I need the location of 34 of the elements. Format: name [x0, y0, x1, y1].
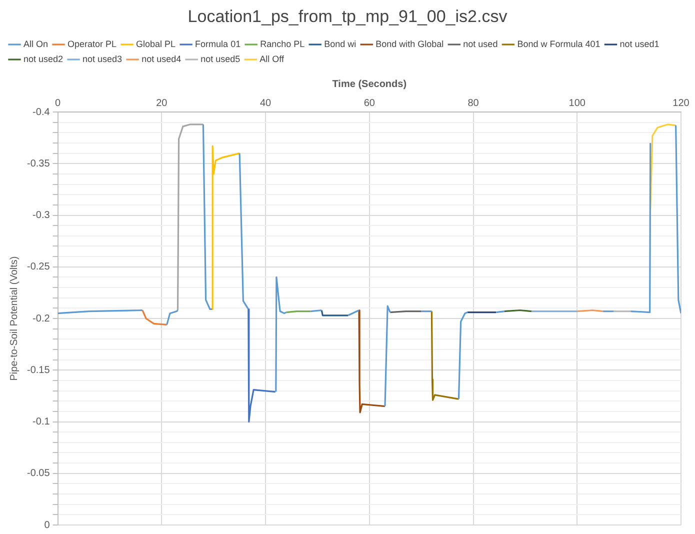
y-tick-label: 0: [44, 520, 50, 531]
x-tick-label: 80: [468, 98, 480, 109]
y-tick-label: -0.2: [32, 313, 50, 324]
chart-title: Location1_ps_from_tp_mp_91_00_is2.csv: [186, 6, 508, 28]
legend-label: Operator PL: [68, 38, 117, 49]
y-axis-title: Pipe-to-Soil Potential (Volts): [8, 256, 20, 381]
legend-label: not used4: [142, 54, 182, 64]
legend-label: not used2: [24, 54, 64, 64]
legend-label: Formula 01: [195, 38, 241, 49]
legend-label: All Off: [260, 54, 284, 64]
y-tick-label: -0.35: [26, 158, 50, 170]
legend-label: not used: [463, 38, 498, 49]
x-axis-title: Time (Seconds): [332, 78, 407, 90]
legend-label: Global PL: [136, 38, 176, 49]
x-tick-label: 120: [672, 98, 690, 109]
x-tick-label: 60: [364, 98, 376, 109]
legend-label: Rancho PL: [260, 38, 305, 49]
y-tick-label: -0.4: [32, 106, 50, 118]
legend-label: not used3: [82, 54, 122, 64]
x-tick-label: 20: [156, 98, 168, 109]
legend-label: not used1: [620, 38, 660, 49]
x-tick-label: 40: [260, 98, 272, 109]
legend-label: Bond wi: [324, 38, 356, 49]
y-tick-label: -0.1: [32, 416, 50, 428]
legend-label: Bond w Formula 401: [517, 38, 600, 49]
legend-label: Bond with Global: [376, 38, 444, 49]
y-tick-label: -0.3: [32, 210, 50, 221]
y-tick-label: -0.25: [26, 262, 50, 273]
y-tick-label: -0.15: [26, 364, 50, 376]
y-tick-label: -0.05: [26, 468, 50, 480]
x-tick-label: 0: [55, 98, 62, 109]
legend-label: not used5: [200, 54, 240, 64]
x-tick-label: 100: [568, 98, 586, 109]
legend-label: All On: [24, 38, 48, 49]
